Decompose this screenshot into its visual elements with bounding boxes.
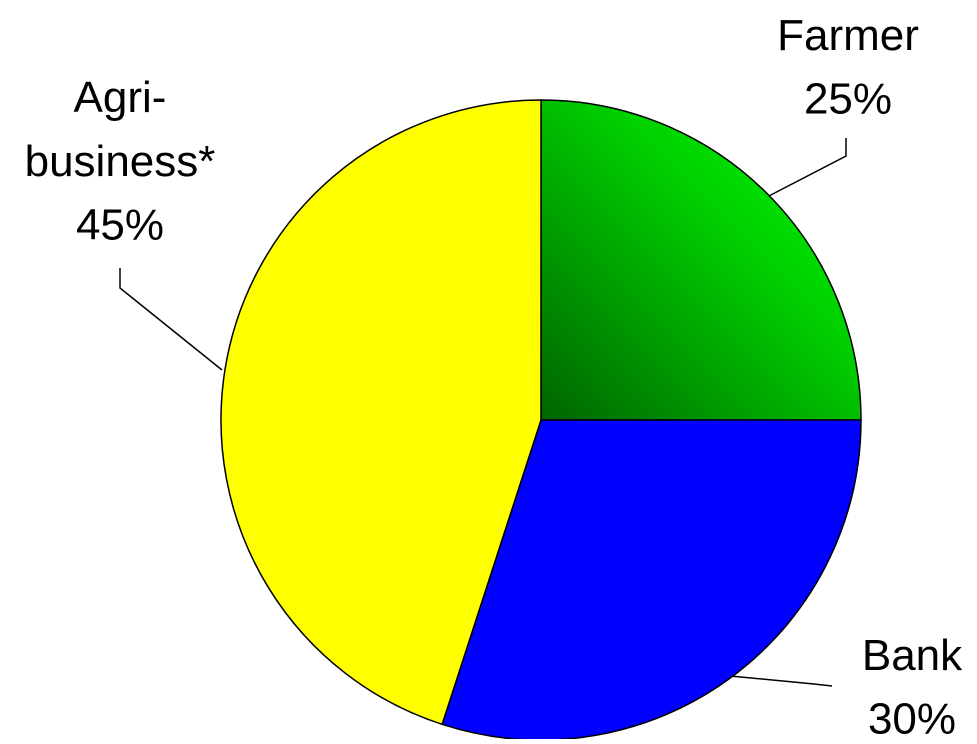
- category-label: Agri-business*: [25, 73, 216, 186]
- leader-lines: [119, 138, 847, 687]
- pie-slice: [540, 99, 862, 421]
- leader-line: [729, 675, 833, 687]
- value-label: 30%: [868, 695, 956, 739]
- value-label: 45%: [76, 201, 164, 250]
- value-label: 25%: [804, 75, 892, 124]
- category-label: Farmer: [777, 11, 919, 60]
- pie-slice: [220, 99, 542, 726]
- leader-line: [119, 268, 223, 371]
- category-label: Bank: [862, 631, 963, 680]
- leader-line: [764, 138, 847, 199]
